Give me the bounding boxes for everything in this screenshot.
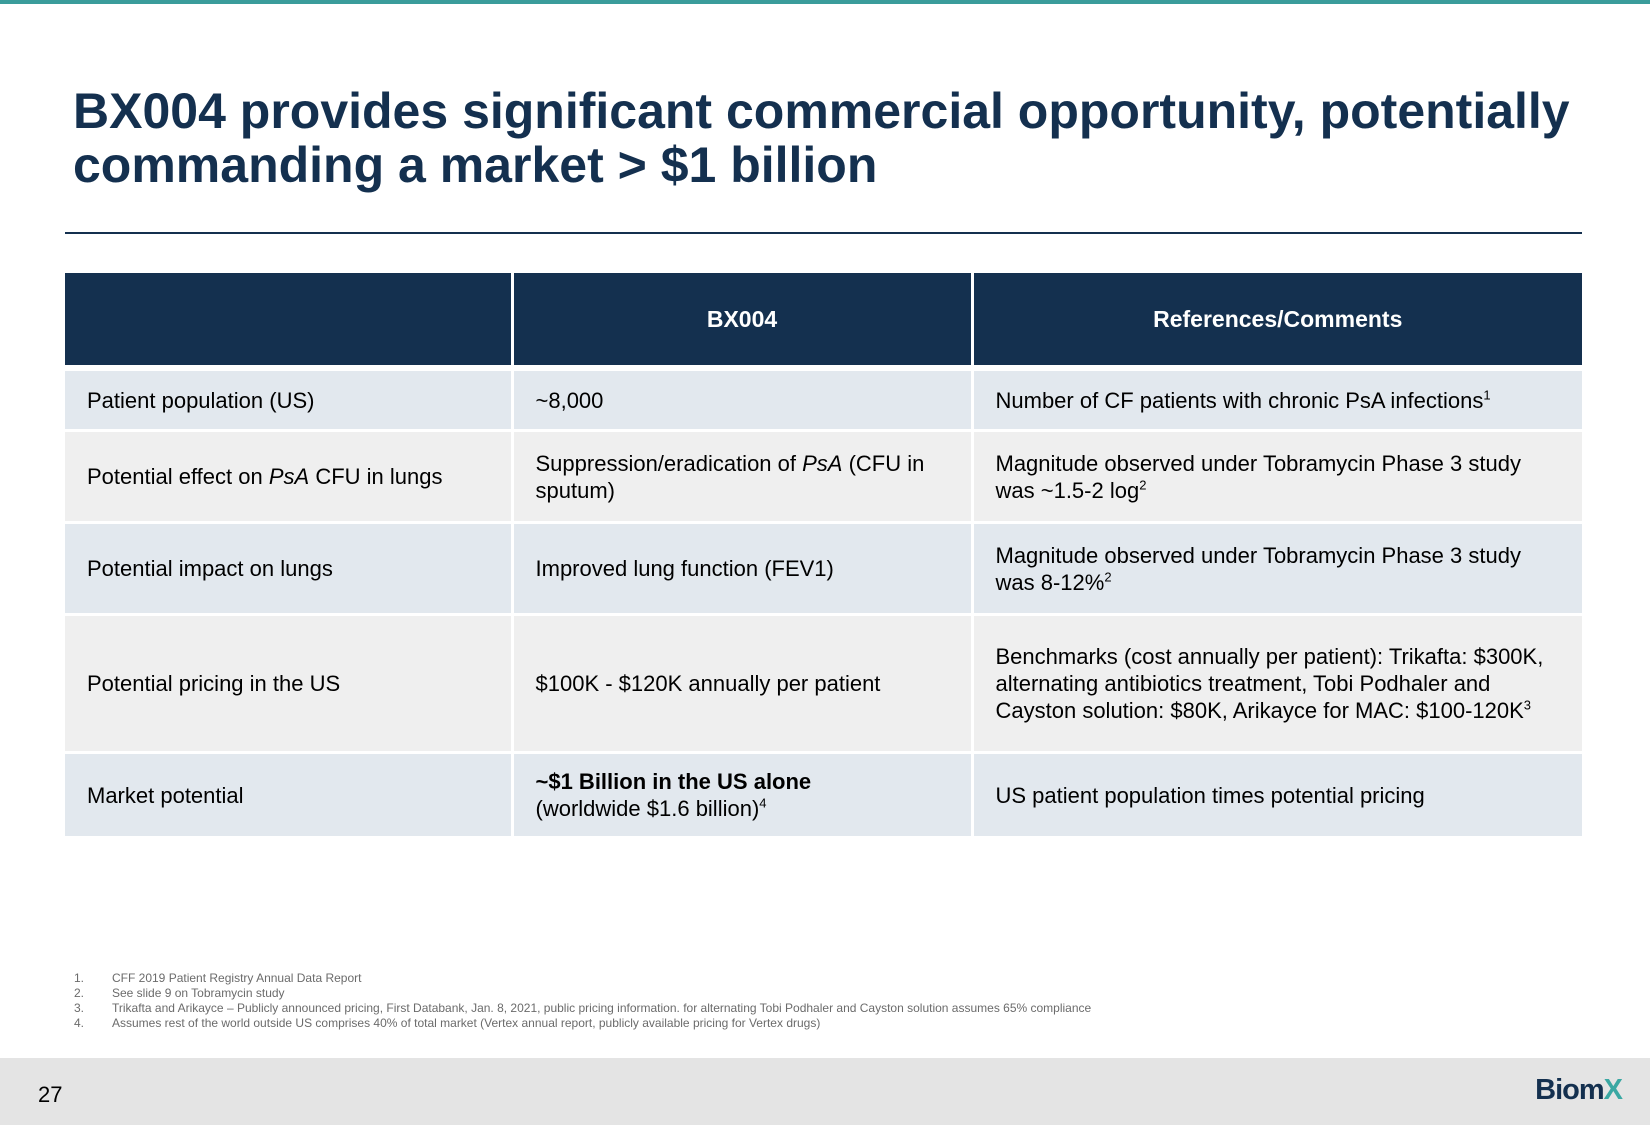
comment-cell: Benchmarks (cost annually per patient): … [972,614,1582,754]
value-text: (worldwide $1.6 billion) [535,796,760,821]
comment-cell: Number of CF patients with chronic PsA i… [972,368,1582,432]
label-text: CFU in lungs [309,464,443,489]
comment-text: Number of CF patients with chronic PsA i… [995,387,1484,413]
footnote-number: 1. [74,971,85,985]
table-row: Potential effect on PsA CFU in lungs Sup… [65,430,1582,524]
biomx-logo: BiomX [1535,1074,1623,1107]
label-text: Potential effect on [87,464,269,489]
top-accent-bar [0,0,1650,4]
title-divider [65,232,1582,234]
header-cell-empty [65,273,514,371]
table-row: Patient population (US) ~8,000 Number of… [65,368,1582,432]
label-italic: PsA [268,464,310,489]
value-text: (CFU in sputum) [535,450,925,503]
footnote-ref: 4 [759,795,767,811]
slide-footer [0,1058,1650,1125]
comment-text: Magnitude observed under Tobramycin Phas… [995,450,1521,503]
comparison-table: BX004 References/Comments Patient popula… [65,273,1582,839]
footnote-ref: 2 [1104,569,1112,585]
footnote-item: 4. Assumes rest of the world outside US c… [74,1016,1374,1031]
page-number: 27 [38,1082,63,1107]
footnote-text: Assumes rest of the world outside US com… [112,1016,821,1030]
row-label: Patient population (US) [65,368,514,432]
table-header-row: BX004 References/Comments [65,273,1582,371]
footnote-text: See slide 9 on Tobramycin study [112,986,285,1000]
footnote-number: 3. [74,1001,85,1015]
footnote-item: 1. CFF 2019 Patient Registry Annual Data … [74,971,1374,986]
bx004-value: ~8,000 [512,368,974,432]
table-row: Market potential ~$1 Billion in the US a… [65,752,1582,839]
footnote-text: CFF 2019 Patient Registry Annual Data Re… [112,971,362,985]
footnote-ref: 3 [1523,697,1532,713]
comment-text: US patient population times potential pr… [995,782,1425,808]
row-label: Potential impact on lungs [65,522,514,616]
bx004-value: ~$1 Billion in the US alone (worldwide $1… [512,752,974,839]
header-cell-references: References/Comments [972,273,1582,371]
slide-title: BX004 provides significant commercial op… [73,84,1613,192]
table-row: Potential pricing in the US $100K - $120… [65,614,1582,754]
logo-accent: X [1603,1074,1623,1106]
bx004-value: Suppression/eradication of PsA (CFU in s… [512,430,974,524]
row-label: Market potential [65,752,514,839]
footnote-number: 2. [74,986,85,1000]
footnote-text: Trikafta and Arikayce – Publicly announc… [112,1001,1092,1015]
table-row: Potential impact on lungs Improved lung … [65,522,1582,616]
logo-text: Biom [1535,1074,1604,1106]
footnote-number: 4. [74,1016,85,1030]
slide-title-line-2: commanding a market > $1 billion [73,137,878,193]
footnotes-list: 1. CFF 2019 Patient Registry Annual Data … [74,971,1374,1031]
comment-cell: Magnitude observed under Tobramycin Phas… [972,522,1582,616]
bx004-value: $100K - $120K annually per patient [512,614,974,754]
comment-cell: Magnitude observed under Tobramycin Phas… [972,430,1582,524]
row-label: Potential effect on PsA CFU in lungs [65,430,514,524]
footnote-ref: 2 [1139,477,1147,493]
value-text: Suppression/eradication of [535,450,803,476]
footnote-ref: 1 [1483,387,1491,403]
comment-text: Magnitude observed under Tobramycin Phas… [995,542,1521,595]
value-bold: ~$1 Billion in the US alone [535,769,812,794]
slide-title-line-1: BX004 provides significant commercial op… [73,83,1570,139]
comment-text: Benchmarks (cost annually per patient): … [995,644,1544,723]
footnote-item: 3. Trikafta and Arikayce – Publicly annou… [74,1001,1374,1016]
comment-cell: US patient population times potential pr… [972,752,1582,839]
footnote-item: 2. See slide 9 on Tobramycin study [74,986,1374,1001]
value-italic: PsA [802,450,843,476]
row-label: Potential pricing in the US [65,614,514,754]
bx004-value: Improved lung function (FEV1) [512,522,974,616]
header-cell-bx004: BX004 [512,273,974,371]
